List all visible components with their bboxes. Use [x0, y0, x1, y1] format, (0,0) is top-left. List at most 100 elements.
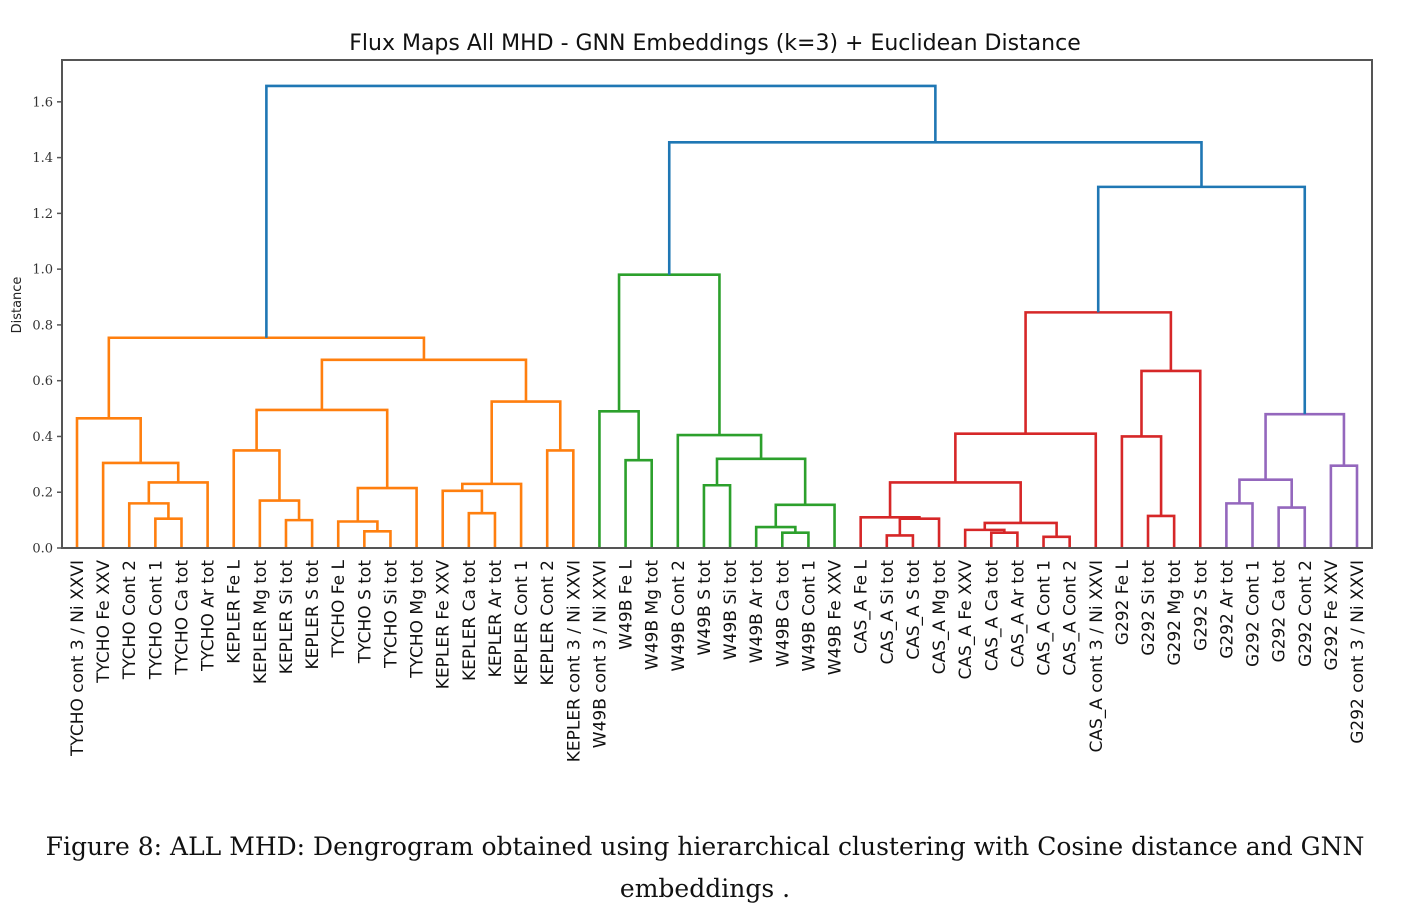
leaf-label: CAS_A Cont 1 — [1035, 560, 1055, 676]
leaf-label: G292 S tot — [1191, 560, 1211, 651]
leaf-label: TYCHO S tot — [355, 560, 375, 665]
leaf-label: TYCHO Ar tot — [199, 560, 219, 672]
leaf-label: W49B Fe L — [617, 559, 637, 649]
leaf-label: CAS_A S tot — [904, 560, 924, 660]
plot-frame — [61, 59, 1373, 549]
leaf-label: G292 Ar tot — [1217, 560, 1237, 659]
y-tick-label: 0.2 — [32, 486, 53, 501]
leaf-label: KEPLER Fe XXV — [434, 560, 454, 690]
y-tick-label: 0.0 — [32, 542, 53, 557]
leaf-label: CAS_A Ca tot — [982, 560, 1002, 672]
leaf-label: CAS_A Si tot — [878, 560, 898, 665]
leaf-label: KEPLER Ar tot — [486, 560, 506, 678]
leaf-label: G292 cont 3 / Ni XXVI — [1348, 560, 1368, 744]
leaf-label: G292 Ca tot — [1270, 560, 1290, 663]
leaf-label: CAS_A Cont 2 — [1061, 560, 1081, 676]
leaf-label: KEPLER Cont 1 — [512, 560, 532, 686]
y-axis-label: Distance — [10, 277, 25, 334]
leaf-label: TYCHO Cont 2 — [120, 560, 140, 680]
dendrogram-link-orange — [363, 529, 392, 548]
leaf-label: W49B Si tot — [721, 560, 741, 660]
leaf-label: KEPLER Fe L — [225, 559, 245, 663]
leaf-label: CAS_A Mg tot — [930, 560, 950, 675]
dendrogram-link-green — [624, 458, 653, 548]
dendrogram-link-purple — [1277, 506, 1307, 548]
y-tick-label: 1.2 — [32, 207, 53, 222]
dendrogram-link-green — [715, 457, 807, 505]
dendrogram-link-green — [781, 531, 810, 548]
dendrogram-link-red — [888, 481, 1022, 523]
dendrogram-link-red — [989, 531, 1019, 548]
dendrogram-link-green — [754, 525, 797, 548]
dendrogram-link-orange — [461, 482, 523, 548]
leaf-label: CAS_A Ar tot — [1008, 560, 1028, 668]
caption-line-2: embeddings . — [619, 874, 791, 903]
chart-title: Flux Maps All MHD - GNN Embeddings (k=3)… — [349, 31, 1081, 56]
dendrogram-link-orange — [154, 517, 183, 548]
leaf-label: TYCHO cont 3 / Ni XXVI — [68, 560, 88, 757]
dendrogram-links — [75, 84, 1359, 548]
dendrogram-link-orange — [284, 518, 314, 548]
leaf-label: CAS_A Fe L — [852, 559, 872, 654]
y-tick-label: 1.4 — [32, 151, 53, 166]
dendrogram-link-green — [702, 483, 732, 548]
leaf-label: CAS_A cont 3 / Ni XXVI — [1087, 560, 1107, 753]
y-tick-label: 1.0 — [32, 263, 53, 278]
y-tick-label: 0.6 — [32, 374, 53, 389]
dendrogram-link-orange — [127, 502, 170, 548]
dendrogram-link-orange — [232, 449, 281, 548]
dendrogram-link-red — [885, 534, 915, 548]
leaf-label: KEPLER S tot — [303, 560, 323, 670]
y-tick-label: 0.8 — [32, 318, 53, 333]
dendrogram-link-green — [676, 433, 763, 548]
y-tick-label: 1.6 — [32, 95, 53, 110]
dendrogram-link-orange — [258, 499, 301, 548]
y-axis: 0.0 0.2 0.4 0.6 0.8 1.0 1.2 1.4 1.6 — [32, 95, 62, 557]
leaf-label: W49B Ar tot — [747, 560, 767, 664]
leaf-label: W49B Ca tot — [773, 560, 793, 667]
leaf-label: W49B Fe XXV — [826, 560, 846, 676]
leaf-label: W49B Cont 1 — [799, 560, 819, 671]
dendrogram-link-orange — [107, 336, 426, 419]
dendrogram-link-orange — [467, 511, 497, 548]
dendrogram-link-orange — [147, 481, 209, 548]
leaf-label: TYCHO Ca tot — [172, 560, 192, 676]
dendrogram-link-red — [1146, 514, 1176, 548]
dendrogram-link-red — [1140, 369, 1202, 548]
leaf-label: TYCHO Si tot — [381, 560, 401, 669]
leaf-label: KEPLER Mg tot — [251, 560, 271, 684]
dendrogram-link-above_threshold — [667, 140, 1203, 275]
leaf-label: G292 Fe XXV — [1322, 560, 1342, 671]
x-axis-leaf-labels: TYCHO cont 3 / Ni XXVI TYCHO Fe XXV TYCHO … — [68, 559, 1368, 762]
dendrogram-link-orange — [255, 408, 389, 489]
dendrogram-link-orange — [441, 489, 484, 548]
y-tick-label: 0.4 — [32, 430, 53, 445]
dendrogram-link-orange — [101, 461, 180, 548]
leaf-label: W49B Cont 2 — [669, 560, 689, 671]
dendrogram-link-red — [1024, 311, 1173, 434]
leaf-label: TYCHO Mg tot — [408, 560, 428, 679]
dendrogram-link-orange — [356, 486, 418, 548]
dendrogram-link-green — [598, 410, 640, 548]
dendrogram-link-purple — [1264, 412, 1346, 480]
dendrogram-link-red — [859, 516, 921, 548]
dendrogram-link-orange — [490, 400, 562, 484]
leaf-label: W49B S tot — [695, 560, 715, 656]
dendrogram-link-red — [898, 517, 941, 548]
dendrogram-link-orange — [545, 449, 575, 548]
leaf-label: TYCHO Cont 1 — [146, 560, 166, 680]
leaf-label: G292 Cont 1 — [1244, 560, 1264, 667]
leaf-label: KEPLER cont 3 / Ni XXVI — [564, 560, 584, 762]
dendrogram-link-red — [1120, 435, 1163, 548]
leaf-label: G292 Cont 2 — [1296, 560, 1316, 667]
dendrogram-link-red — [983, 521, 1058, 537]
dendrogram-link-orange — [336, 520, 379, 548]
leaf-label: G292 Mg tot — [1165, 560, 1185, 666]
leaf-label: TYCHO Fe L — [329, 559, 349, 658]
figure-caption: Figure 8: ALL MHD: Dengrogram obtained u… — [40, 826, 1370, 910]
leaf-label: CAS_A Fe XXV — [956, 560, 976, 680]
leaf-label: W49B Mg tot — [643, 560, 663, 670]
leaf-label: W49B cont 3 / Ni XXVI — [590, 560, 610, 748]
leaf-label: G292 Fe L — [1113, 559, 1133, 645]
leaf-label: KEPLER Cont 2 — [538, 560, 558, 686]
